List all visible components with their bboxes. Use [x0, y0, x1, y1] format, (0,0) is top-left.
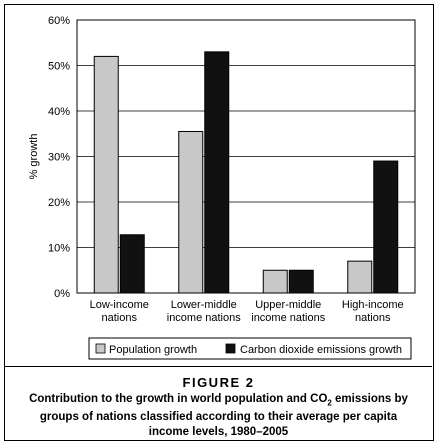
- caption-subscript: 2: [327, 398, 332, 408]
- bar-chart: 0%10%20%30%40%50%60%% growthLow-incomena…: [28, 15, 416, 360]
- y-tick-label: 50%: [48, 61, 70, 73]
- plot-border: [76, 19, 416, 294]
- legend-swatch-emissions: [225, 343, 236, 354]
- legend-box: [88, 337, 412, 360]
- legend-swatch-population: [95, 343, 106, 354]
- y-tick-label: 30%: [48, 152, 70, 164]
- bar-emissions: [288, 269, 314, 294]
- bar-emissions: [119, 234, 145, 294]
- bar-emissions: [204, 51, 230, 294]
- bar-emissions: [373, 160, 399, 294]
- x-category-label: nations: [102, 312, 138, 324]
- figure-frame: 0% 10% 20% 30% 40% 50% 60%% growth Low-income na…: [4, 4, 434, 441]
- y-tick-label: 0%: [54, 288, 70, 300]
- x-category-label: High-income: [342, 299, 404, 311]
- x-category-label: income nations: [167, 312, 241, 324]
- bar-population: [178, 130, 204, 294]
- bar-population: [347, 260, 373, 294]
- x-category-label: Low-income: [90, 299, 149, 311]
- caption-panel: FIGURE 2 Contribution to the growth in w…: [5, 367, 432, 439]
- x-category-label: nations: [355, 312, 391, 324]
- caption-text-continued: emissions by groups of nations classifie…: [39, 393, 408, 439]
- legend-label-emissions: Carbon dioxide emissions growth: [240, 344, 402, 356]
- x-category-label: Upper-middle: [255, 299, 321, 311]
- legend-label-population: Population growth: [109, 344, 197, 356]
- caption-text: Contribution to the growth in world popu…: [29, 393, 328, 405]
- y-tick-label: 60%: [48, 15, 70, 27]
- figure-caption: Contribution to the growth in world popu…: [19, 392, 418, 440]
- y-tick-label: 10%: [48, 243, 70, 255]
- chart-panel: 0% 10% 20% 30% 40% 50% 60%% growth Low-income na…: [5, 5, 432, 367]
- x-category-label: income nations: [251, 312, 325, 324]
- y-axis-label: % growth: [28, 134, 40, 180]
- y-tick-label: 40%: [48, 106, 70, 118]
- bar-population: [93, 55, 119, 294]
- figure-label: FIGURE 2: [182, 375, 255, 390]
- bar-population: [262, 269, 288, 294]
- x-category-label: Lower-middle: [171, 299, 237, 311]
- y-tick-label: 20%: [48, 197, 70, 209]
